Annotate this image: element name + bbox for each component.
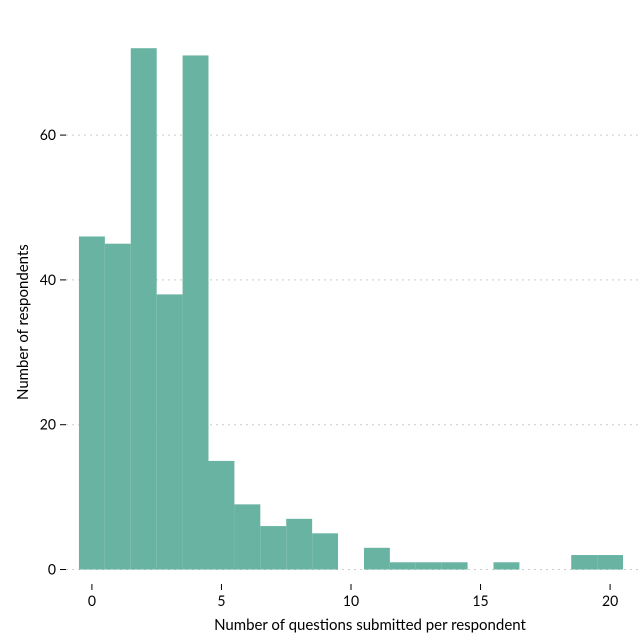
x-axis-title: Number of questions submitted per respon… [0,616,640,634]
histogram-bar [286,519,312,570]
y-tick-label: 0 [48,561,56,578]
histogram-bar [312,533,338,569]
x-tick-label: 20 [602,592,618,609]
histogram-bar [416,562,442,569]
x-tick-label: 5 [217,592,225,609]
x-tick-label: 10 [343,592,359,609]
histogram-bar [79,236,105,569]
histogram-bar [209,461,235,570]
histogram-bar [364,548,390,570]
histogram-bar [260,526,286,569]
histogram-bar [157,294,183,569]
chart-svg: 0 20 40 60 0 5 10 15 20 [0,0,640,640]
histogram-bar [183,55,209,569]
histogram-bar [494,562,520,569]
histogram-bar [571,555,597,569]
histogram-bar [390,562,416,569]
histogram-bar [234,504,260,569]
x-tick-label: 15 [472,592,488,609]
histogram-bar [442,562,468,569]
histogram-chart: Number of respondents Number of question… [0,0,640,640]
y-tick-label: 20 [40,416,56,433]
histogram-bar [105,244,131,570]
y-tick-label: 60 [40,126,56,143]
histogram-bar [597,555,623,569]
y-tick-label: 40 [40,271,56,288]
histogram-bar [131,48,157,569]
x-tick-label: 0 [88,592,96,609]
y-axis-title: Number of respondents [14,244,32,400]
